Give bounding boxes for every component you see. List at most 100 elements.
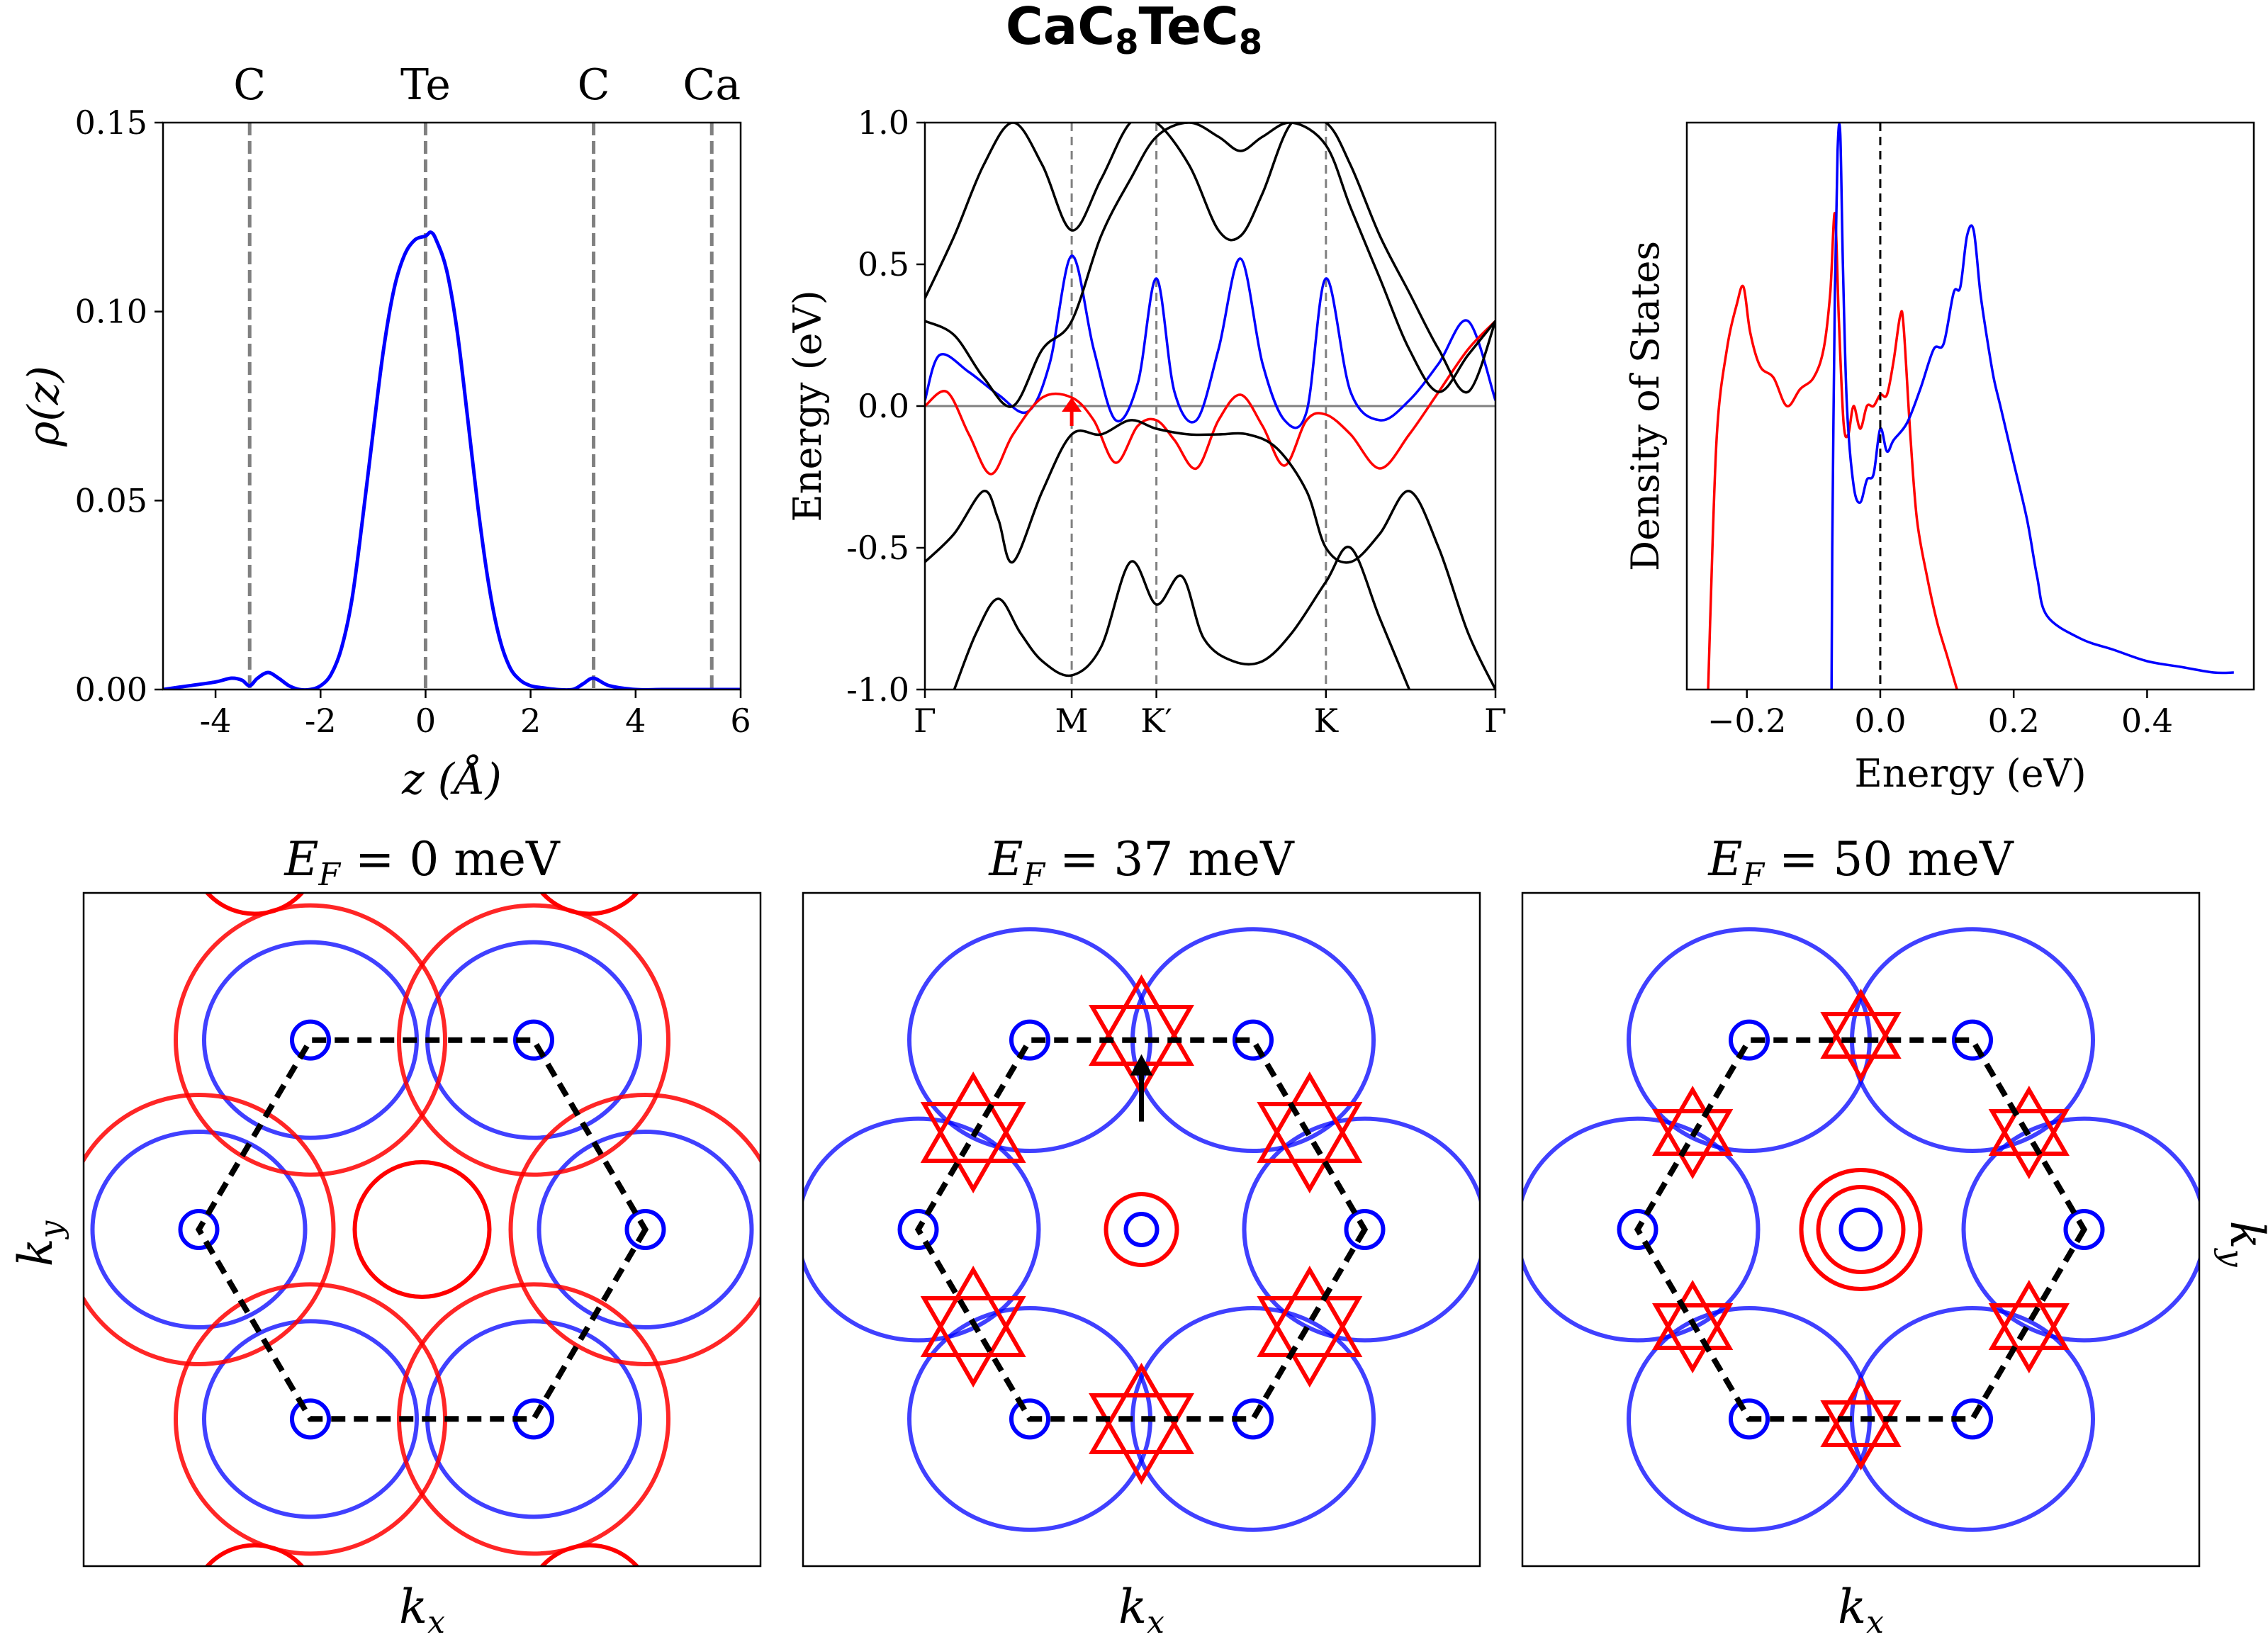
blue-pocket-1 — [1130, 1305, 1376, 1532]
atom-label-3: Ca — [683, 60, 741, 110]
x-tick-label: -2 — [305, 702, 337, 740]
red-ring-4 — [174, 903, 447, 1177]
red-triangle-inv-2 — [1652, 1303, 1734, 1374]
x-axis-label: kx — [1838, 1580, 1884, 1637]
k-point-pocket-2 — [1009, 1398, 1050, 1440]
blue-pocket-0 — [537, 1130, 754, 1329]
x-tick-label: 0 — [415, 702, 436, 740]
plot-frame — [802, 891, 1481, 1568]
x-axis-label: Energy (eV) — [1854, 751, 2086, 796]
outer-gamma-red-4 — [651, 1194, 722, 1265]
k-point-pocket-2 — [290, 1398, 331, 1440]
outer-gamma-pocket-3 — [539, 1543, 640, 1566]
outer-gamma-blue-5 — [1581, 1214, 1612, 1245]
outer-gamma-red-5 — [1561, 1194, 1632, 1265]
outer-gamma-blue-0 — [958, 835, 989, 866]
blue-pocket-0 — [1961, 1116, 2199, 1343]
dos-curve-0 — [1707, 212, 1958, 690]
y-axis-label: ky — [2213, 1221, 2268, 1268]
dos-panel: −0.2 0.0 0.2 0.4 Energy (eV) Density of State… — [1623, 121, 2255, 796]
band-3 — [925, 123, 1495, 408]
band-5 — [953, 545, 1411, 690]
outer-gamma-blue-4 — [1390, 1214, 1421, 1245]
gamma-pocket — [352, 1160, 492, 1299]
red-triangle-inv-0 — [1257, 1296, 1363, 1388]
y-axis-label: ky — [9, 1220, 69, 1266]
x-axis-label: kx — [1118, 1580, 1164, 1637]
x-tick-label: 0.4 — [2121, 702, 2173, 740]
y-tick-label: 0.15 — [75, 103, 147, 142]
gamma-pocket-red — [1816, 1185, 1906, 1274]
red-triangle-2 — [920, 1266, 1026, 1358]
blue-pocket-5 — [425, 940, 643, 1140]
outer-gamma-blue-3 — [2013, 1594, 2044, 1625]
band-2 — [925, 123, 1495, 394]
red-triangle-0 — [1257, 1266, 1363, 1358]
blue-pocket-2 — [202, 1319, 420, 1519]
outer-gamma-pocket-5 — [814, 1166, 941, 1293]
gamma-pocket-blue — [1123, 1212, 1160, 1247]
red-triangle-inv-2 — [920, 1296, 1026, 1388]
k-point-pocket-5 — [1233, 1019, 1274, 1061]
kpoint-label-3: K — [1314, 702, 1340, 740]
k-point-pocket-5 — [1952, 1019, 1993, 1061]
y-tick-label: 0.00 — [75, 670, 147, 709]
y-axis-label: Energy (eV) — [785, 290, 830, 522]
y-tick-label: 1.0 — [858, 103, 909, 142]
x-tick-label: 0.2 — [1988, 702, 2040, 740]
outer-gamma-blue-4 — [670, 1214, 702, 1245]
y-tick-label: 0.05 — [75, 481, 147, 519]
outer-gamma-blue-2 — [1678, 1594, 1709, 1625]
blue-pocket-3 — [90, 1130, 308, 1329]
k-point-pocket-2 — [1729, 1398, 1770, 1440]
x-tick-label: −0.2 — [1707, 702, 1787, 740]
x-tick-label: 6 — [730, 702, 751, 740]
figure-title: CaC8TeC8 — [1006, 0, 1262, 62]
brillouin-zone — [195, 1037, 649, 1422]
x-tick-label: 4 — [625, 702, 646, 740]
brillouin-zone — [1634, 1037, 2088, 1422]
plot-frame — [1521, 891, 2201, 1568]
red-triangle-inv-4 — [1820, 1011, 1902, 1082]
x-tick-label: 2 — [520, 702, 541, 740]
red-ring-3 — [84, 1093, 336, 1366]
y-tick-label: -1.0 — [846, 670, 909, 709]
gamma-pocket-red — [1104, 1192, 1179, 1267]
blue-pocket-3 — [803, 1116, 1041, 1343]
red-ring-5 — [397, 903, 670, 1177]
red-triangle-inv-1 — [1089, 1363, 1194, 1455]
blue-pocket-0 — [1242, 1116, 1480, 1343]
red-triangle-5 — [1988, 1108, 2070, 1179]
kpoint-label-4: Γ — [1484, 702, 1507, 740]
red-triangle-4 — [1820, 988, 1902, 1059]
gamma-pocket-outer — [1799, 1168, 1923, 1291]
red-triangle-2 — [1652, 1280, 1734, 1351]
outer-gamma-blue-1 — [2013, 835, 2044, 866]
red-triangle-0 — [1988, 1280, 2070, 1351]
blue-pocket-1 — [1850, 1305, 2096, 1532]
outer-gamma-red-2 — [938, 1574, 1009, 1637]
red-triangle-inv-5 — [1988, 1085, 2070, 1156]
k-point-pocket-4 — [290, 1019, 331, 1061]
outer-gamma-blue-0 — [1678, 835, 1709, 866]
x-axis-label: kx — [399, 1580, 445, 1637]
fermi-surface-panel-0: EF = 0 meV kx ky — [9, 832, 941, 1637]
k-point-pocket-4 — [1009, 1019, 1050, 1061]
red-arrow-head — [1062, 398, 1082, 412]
red-ring-0 — [508, 1093, 760, 1366]
x-tick-label: -4 — [200, 702, 232, 740]
charge-density-panel: C Te C Ca -4 -2 0 2 4 6 0.00 0.05 0.10 0.15 z (Å) ρ(z) — [19, 60, 751, 804]
outer-gamma-red-3 — [1274, 1574, 1344, 1637]
plot-frame — [162, 121, 742, 691]
atom-label-1: Te — [400, 60, 451, 110]
y-tick-label: 0.5 — [858, 245, 909, 283]
blue-pocket-5 — [1130, 927, 1376, 1154]
panel-title: EF = 0 meV — [284, 832, 561, 893]
band-1 — [925, 320, 1495, 476]
gamma-pocket-blue — [1838, 1208, 1883, 1251]
k-point-pocket-3 — [178, 1209, 220, 1250]
blue-pocket-1 — [425, 1319, 643, 1519]
atom-label-0: C — [233, 60, 266, 110]
k-point-pocket-4 — [1729, 1019, 1770, 1061]
